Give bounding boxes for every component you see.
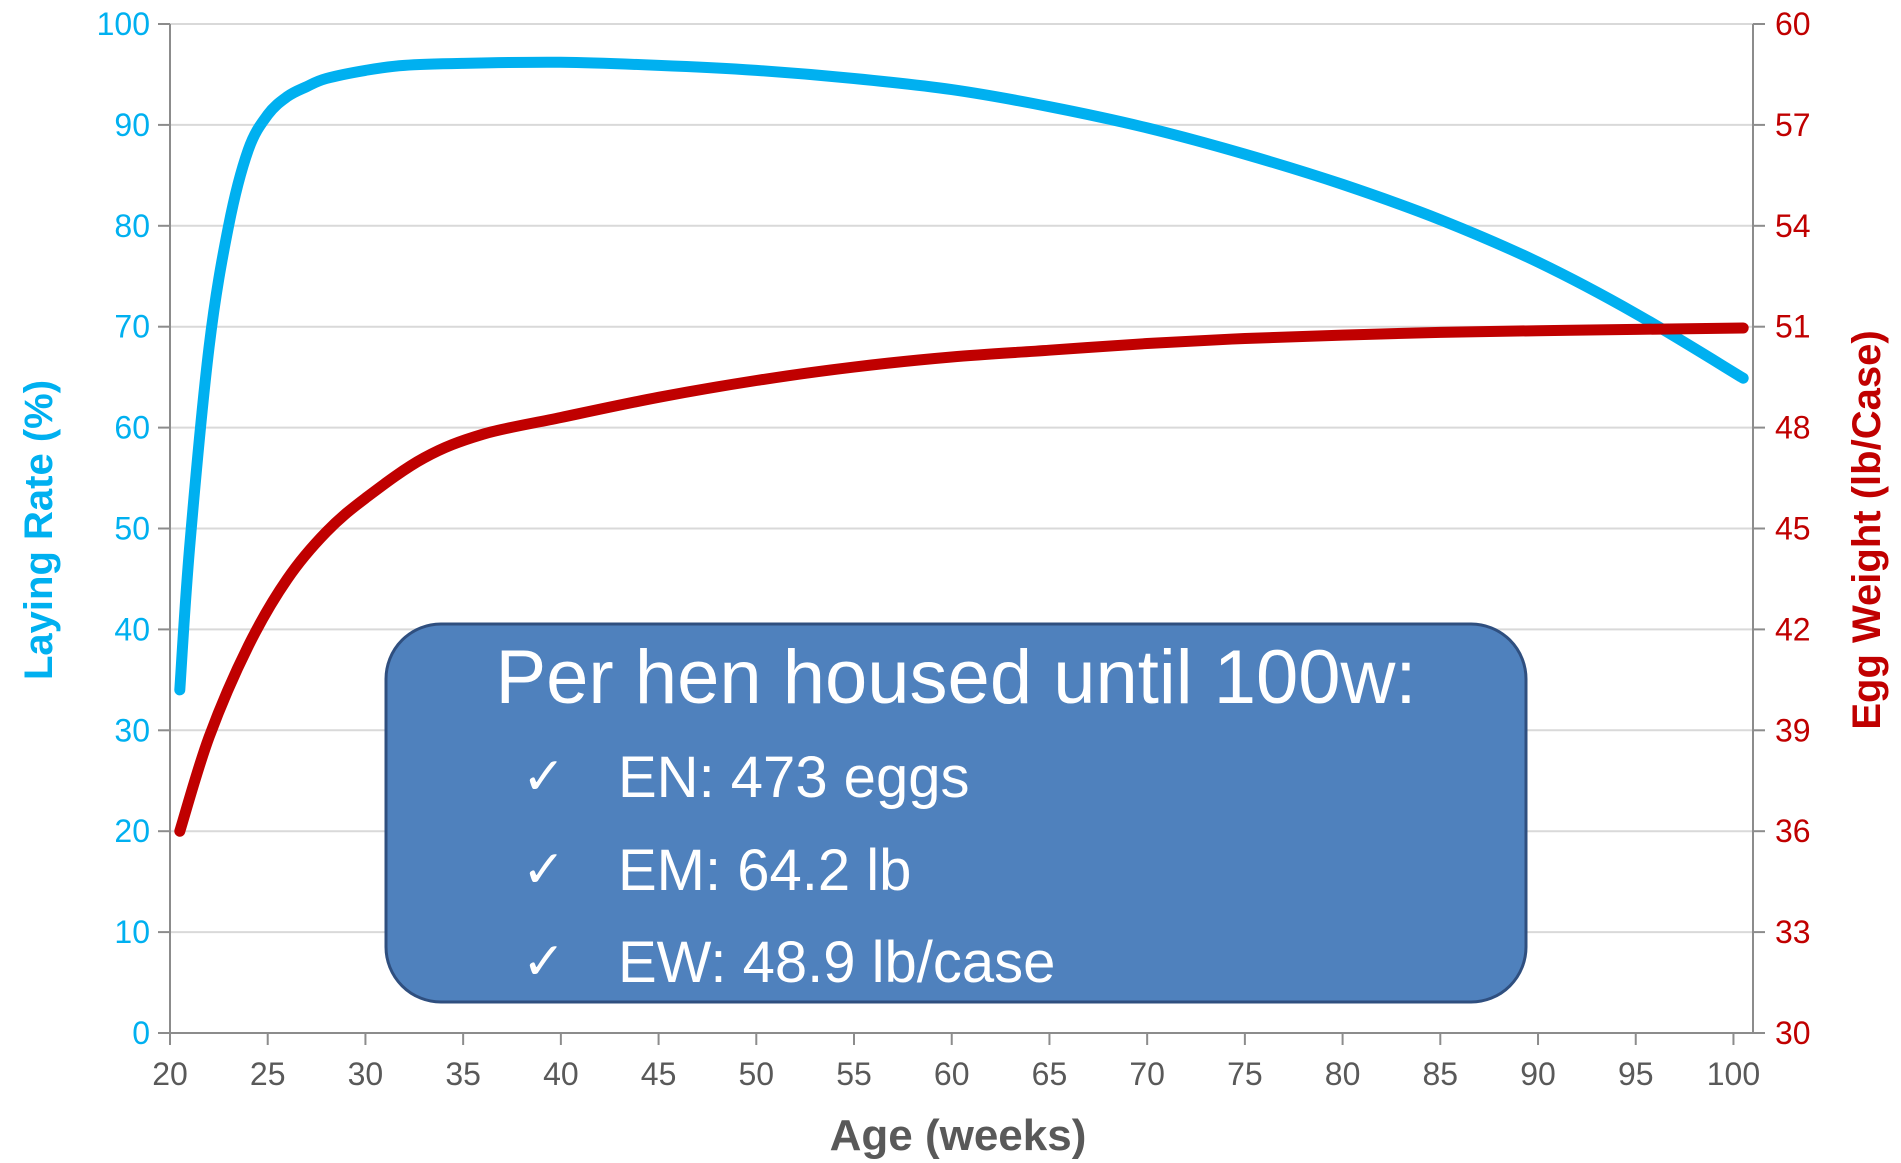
right-axis-ticks: 30 33 36 39 42 45 48 51 54 57 60 — [1753, 6, 1811, 1051]
right-tick-label: 57 — [1775, 107, 1811, 143]
left-axis-ticks: 0 10 20 30 40 50 60 70 80 90 100 — [97, 6, 170, 1051]
left-tick-label: 30 — [114, 712, 150, 748]
x-tick-label: 60 — [934, 1056, 970, 1092]
right-tick-label: 60 — [1775, 6, 1811, 42]
summary-item-en: EN: 473 eggs — [618, 745, 969, 810]
x-tick-label: 55 — [836, 1056, 872, 1092]
check-icon: ✓ — [522, 932, 566, 992]
x-tick-label: 90 — [1520, 1056, 1556, 1092]
x-tick-label: 80 — [1325, 1056, 1361, 1092]
x-tick-label: 35 — [445, 1056, 481, 1092]
x-axis-title: Age (weeks) — [830, 1111, 1087, 1160]
x-axis-ticks: 20 25 30 35 40 45 50 55 60 65 70 75 80 85 90 95 100 — [152, 1033, 1760, 1092]
laying-rate-line — [174, 56, 1749, 696]
check-icon: ✓ — [522, 840, 566, 900]
x-tick-label: 95 — [1618, 1056, 1654, 1092]
left-tick-label: 90 — [114, 107, 150, 143]
right-tick-label: 48 — [1775, 410, 1811, 446]
left-axis-title: Laying Rate (%) — [17, 380, 61, 680]
x-tick-label: 85 — [1423, 1056, 1459, 1092]
egg-weight-line — [174, 322, 1749, 837]
x-tick-label: 40 — [543, 1056, 579, 1092]
x-tick-label: 75 — [1227, 1056, 1263, 1092]
left-tick-label: 100 — [97, 6, 150, 42]
summary-item-ew: EW: 48.9 lb/case — [618, 930, 1055, 995]
left-tick-label: 50 — [114, 511, 150, 547]
right-tick-label: 45 — [1775, 511, 1811, 547]
x-tick-label: 100 — [1707, 1056, 1760, 1092]
x-tick-label: 50 — [738, 1056, 774, 1092]
summary-item-em: EM: 64.2 lb — [618, 838, 911, 903]
right-tick-label: 33 — [1775, 914, 1811, 950]
x-tick-label: 70 — [1129, 1056, 1165, 1092]
left-tick-label: 60 — [114, 410, 150, 446]
left-tick-label: 20 — [114, 813, 150, 849]
x-tick-label: 20 — [152, 1056, 188, 1092]
left-tick-label: 70 — [114, 309, 150, 345]
check-icon: ✓ — [522, 747, 566, 807]
right-tick-label: 36 — [1775, 813, 1811, 849]
right-tick-label: 51 — [1775, 309, 1811, 345]
summary-box: Per hen housed until 100w: ✓ EN: 473 egg… — [384, 622, 1528, 1004]
summary-box-title: Per hen housed until 100w: — [495, 635, 1416, 720]
x-tick-label: 65 — [1032, 1056, 1068, 1092]
series-lines — [174, 56, 1749, 837]
x-tick-label: 45 — [641, 1056, 677, 1092]
right-tick-label: 39 — [1775, 712, 1811, 748]
x-tick-label: 30 — [348, 1056, 384, 1092]
summary-box-background — [384, 622, 1528, 1004]
left-tick-label: 40 — [114, 611, 150, 647]
right-axis-title: Egg Weight (lb/Case) — [1845, 330, 1889, 729]
left-tick-label: 0 — [132, 1015, 150, 1051]
left-tick-label: 80 — [114, 208, 150, 244]
left-tick-label: 10 — [114, 914, 150, 950]
right-tick-label: 30 — [1775, 1015, 1811, 1051]
right-tick-label: 42 — [1775, 611, 1811, 647]
x-tick-label: 25 — [250, 1056, 286, 1092]
right-tick-label: 54 — [1775, 208, 1811, 244]
